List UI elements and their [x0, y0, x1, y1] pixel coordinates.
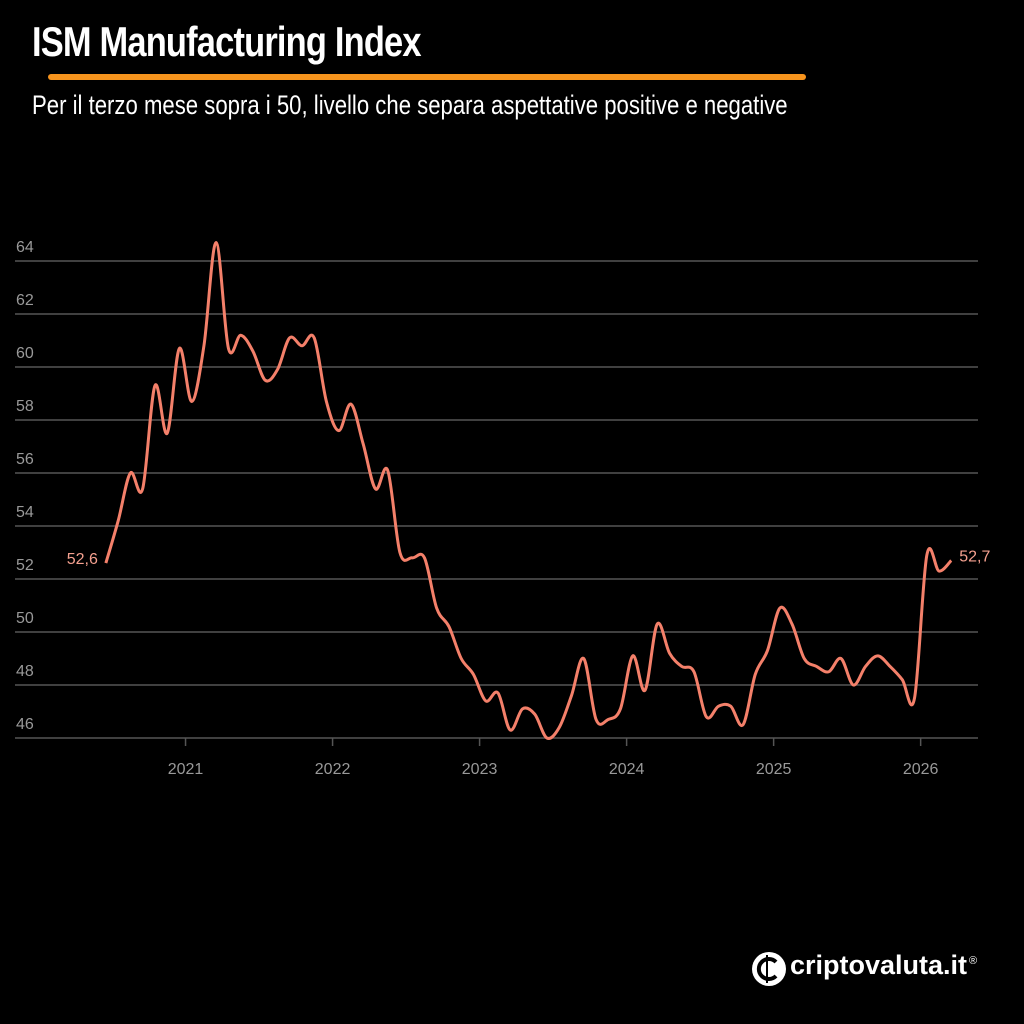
y-tick-label: 48 — [16, 663, 34, 680]
value-label: 52,6 — [67, 551, 98, 568]
y-tick-label: 52 — [16, 557, 34, 574]
x-tick-label: 2023 — [462, 761, 498, 778]
brand-name: criptovaluta.it — [790, 950, 968, 980]
x-tick-label: 2022 — [315, 761, 351, 778]
y-tick-label: 62 — [16, 292, 34, 309]
brand-mark: ® — [969, 955, 978, 967]
y-tick-label: 64 — [16, 239, 34, 256]
title-underline — [48, 74, 806, 80]
x-tick-label: 2025 — [756, 761, 792, 778]
y-tick-label: 58 — [16, 398, 34, 415]
line — [104, 240, 953, 740]
y-tick-label: 46 — [16, 716, 34, 733]
y-tick-label: 54 — [16, 504, 34, 521]
brand: criptovaluta.it ® — [790, 950, 977, 981]
x-tick-label: 2026 — [903, 761, 939, 778]
value-label: 52,7 — [959, 548, 990, 565]
x-tick-label: 2021 — [168, 761, 204, 778]
y-tick-label: 60 — [16, 345, 34, 362]
title: ISM Manufacturing Index — [32, 18, 422, 65]
logo-icon — [752, 952, 786, 986]
x-tick-label: 2024 — [609, 761, 645, 778]
y-tick-label: 50 — [16, 610, 34, 627]
subtitle: Per il terzo mese sopra i 50, livello ch… — [32, 90, 788, 120]
y-tick-label: 56 — [16, 451, 34, 468]
